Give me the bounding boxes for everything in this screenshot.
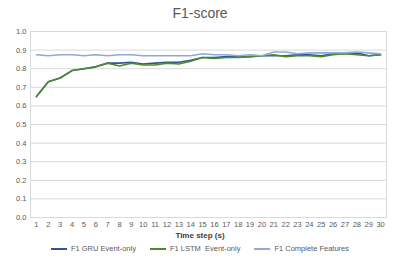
html-text:F1 LSTM Event-only: F1 LSTM Event-only bbox=[170, 244, 241, 253]
svg-text:22: 22 bbox=[281, 220, 289, 229]
svg-text:2: 2 bbox=[46, 220, 50, 229]
svg-text:13: 13 bbox=[175, 220, 183, 229]
svg-text:5: 5 bbox=[82, 220, 86, 229]
svg-text:29: 29 bbox=[365, 220, 373, 229]
svg-text:16: 16 bbox=[210, 220, 218, 229]
svg-text:1.0: 1.0 bbox=[16, 27, 26, 36]
svg-text:0.1: 0.1 bbox=[16, 194, 26, 203]
svg-text:0.2: 0.2 bbox=[16, 176, 26, 185]
svg-text:0.7: 0.7 bbox=[16, 83, 26, 92]
svg-text:17: 17 bbox=[222, 220, 230, 229]
svg-text:27: 27 bbox=[341, 220, 349, 229]
svg-text:1: 1 bbox=[34, 220, 38, 229]
svg-text:14: 14 bbox=[187, 220, 195, 229]
svg-text:24: 24 bbox=[305, 220, 313, 229]
svg-text:21: 21 bbox=[270, 220, 278, 229]
svg-text:8: 8 bbox=[117, 220, 121, 229]
svg-text:0.4: 0.4 bbox=[16, 139, 26, 148]
svg-text:0.8: 0.8 bbox=[16, 64, 26, 73]
html-text:F1 Complete Features: F1 Complete Features bbox=[274, 244, 349, 253]
svg-text:25: 25 bbox=[317, 220, 325, 229]
html-text:Time step (s): Time step (s) bbox=[175, 231, 225, 240]
svg-text:7: 7 bbox=[106, 220, 110, 229]
svg-text:6: 6 bbox=[94, 220, 98, 229]
svg-text:3: 3 bbox=[58, 220, 62, 229]
svg-text:0.3: 0.3 bbox=[16, 157, 26, 166]
svg-text:19: 19 bbox=[246, 220, 254, 229]
svg-text:20: 20 bbox=[258, 220, 266, 229]
svg-text:30: 30 bbox=[376, 220, 384, 229]
svg-text:0.0: 0.0 bbox=[16, 213, 26, 222]
svg-text:10: 10 bbox=[139, 220, 147, 229]
svg-text:0.9: 0.9 bbox=[16, 46, 26, 55]
html-text:F1 GRU Event-only: F1 GRU Event-only bbox=[70, 244, 136, 253]
html-text:F1-score: F1-score bbox=[172, 5, 228, 21]
svg-text:0.6: 0.6 bbox=[16, 101, 26, 110]
svg-text:9: 9 bbox=[129, 220, 133, 229]
svg-text:12: 12 bbox=[163, 220, 171, 229]
svg-text:28: 28 bbox=[353, 220, 361, 229]
svg-text:26: 26 bbox=[329, 220, 337, 229]
svg-text:0.5: 0.5 bbox=[16, 120, 26, 129]
svg-text:15: 15 bbox=[198, 220, 206, 229]
svg-text:4: 4 bbox=[70, 220, 74, 229]
svg-text:18: 18 bbox=[234, 220, 242, 229]
svg-text:11: 11 bbox=[151, 220, 159, 229]
svg-text:23: 23 bbox=[293, 220, 301, 229]
